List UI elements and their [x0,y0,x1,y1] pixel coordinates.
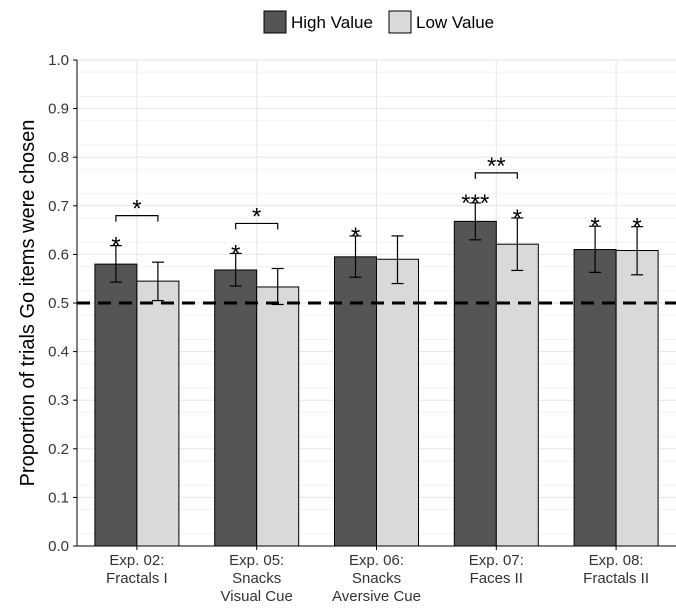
y-tick-label: 0.7 [48,198,69,215]
x-category-label-line: Snacks [232,570,281,587]
x-category-label-line: Faces II [470,570,523,587]
bar-high-value [94,263,138,547]
significance-marker: *** [461,190,489,217]
bar-high-value [214,269,258,547]
y-tick-label: 0.8 [48,149,69,166]
x-category-label-line: Fractals I [106,570,168,587]
x-category-label-line: Exp. 08: [589,552,644,569]
comparison-significance: * [252,203,261,230]
legend-swatch-low-value [388,10,412,34]
y-axis-label: Proportion of trials Go items were chose… [17,120,39,487]
legend: High Value Low Value [263,10,494,34]
comparison-bracket [115,215,159,222]
bar-low-value [495,243,539,547]
bar-high-value [453,220,497,547]
significance-marker: * [111,233,120,260]
y-tick-label: 0.5 [48,295,69,312]
x-category-label-line: Visual Cue [221,588,293,605]
significance-marker: * [590,213,599,240]
x-category-label-line: Exp. 02: [109,552,164,569]
y-tick-label: 0.6 [48,246,69,263]
error-bars [109,202,644,306]
x-category-label-line: Aversive Cue [332,588,421,605]
bar-low-value [256,286,300,547]
x-category-label: Exp. 05: Snacks Visual Cue [221,552,293,605]
x-category-label: Exp. 02: Fractals I [106,552,168,587]
comparison-bracket [235,222,279,230]
comparison-bracket [474,172,518,179]
legend-label-high-value: High Value [291,13,373,32]
y-tick-label: 0.2 [48,441,69,458]
significance-marker: * [351,223,360,250]
x-category-label-line: Fractals II [583,570,649,587]
y-tick-label: 0.3 [48,392,69,409]
legend-swatch-high-value [263,10,287,34]
y-tick-label: 0.1 [48,489,69,506]
significance-marker: * [632,214,641,241]
significance-marker: * [231,240,240,267]
x-category-label: Exp. 07: Faces II [469,552,524,587]
x-category-label: Exp. 08: Fractals II [583,552,649,587]
bar-high-value [334,256,377,547]
bar-low-value [615,250,659,547]
comparison-significance: ** [487,153,506,180]
x-category-label: Exp. 06: Snacks Aversive Cue [332,552,421,605]
comparison-significance: * [132,196,141,223]
x-category-label-line: Exp. 06: [349,552,404,569]
y-tick-label: 0.4 [48,344,69,361]
bar-low-value [376,258,419,547]
y-tick-label: 0.0 [48,538,69,555]
significance-annotations: * ******* ** *** [111,153,642,268]
legend-label-low-value: Low Value [416,13,494,32]
x-category-label-line: Snacks [352,570,401,587]
y-axis: 0.0 0.1 0.2 0.3 0.4 0.5 0.6 0.7 0.8 0.9 1.0 [48,52,78,555]
x-category-label-line: Exp. 07: [469,552,524,569]
significance-marker: * [513,205,522,232]
y-tick-label: 1.0 [48,52,69,69]
bars [94,220,659,547]
x-category-label-line: Exp. 05: [229,552,284,569]
bar-high-value [573,249,617,547]
y-tick-label: 0.9 [48,101,69,118]
bar-low-value [136,280,180,547]
